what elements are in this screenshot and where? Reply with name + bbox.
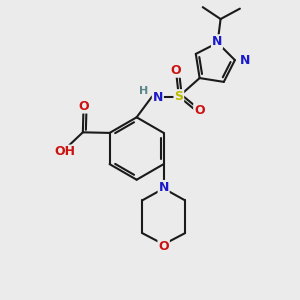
- Text: H: H: [139, 86, 148, 96]
- Text: O: O: [79, 100, 89, 113]
- Text: N: N: [212, 35, 222, 48]
- Text: N: N: [153, 91, 163, 103]
- Text: N: N: [240, 54, 250, 67]
- Text: O: O: [170, 64, 181, 77]
- Text: S: S: [174, 90, 183, 103]
- Text: O: O: [158, 240, 169, 253]
- Text: O: O: [194, 104, 205, 117]
- Text: N: N: [158, 181, 169, 194]
- Text: OH: OH: [55, 146, 76, 158]
